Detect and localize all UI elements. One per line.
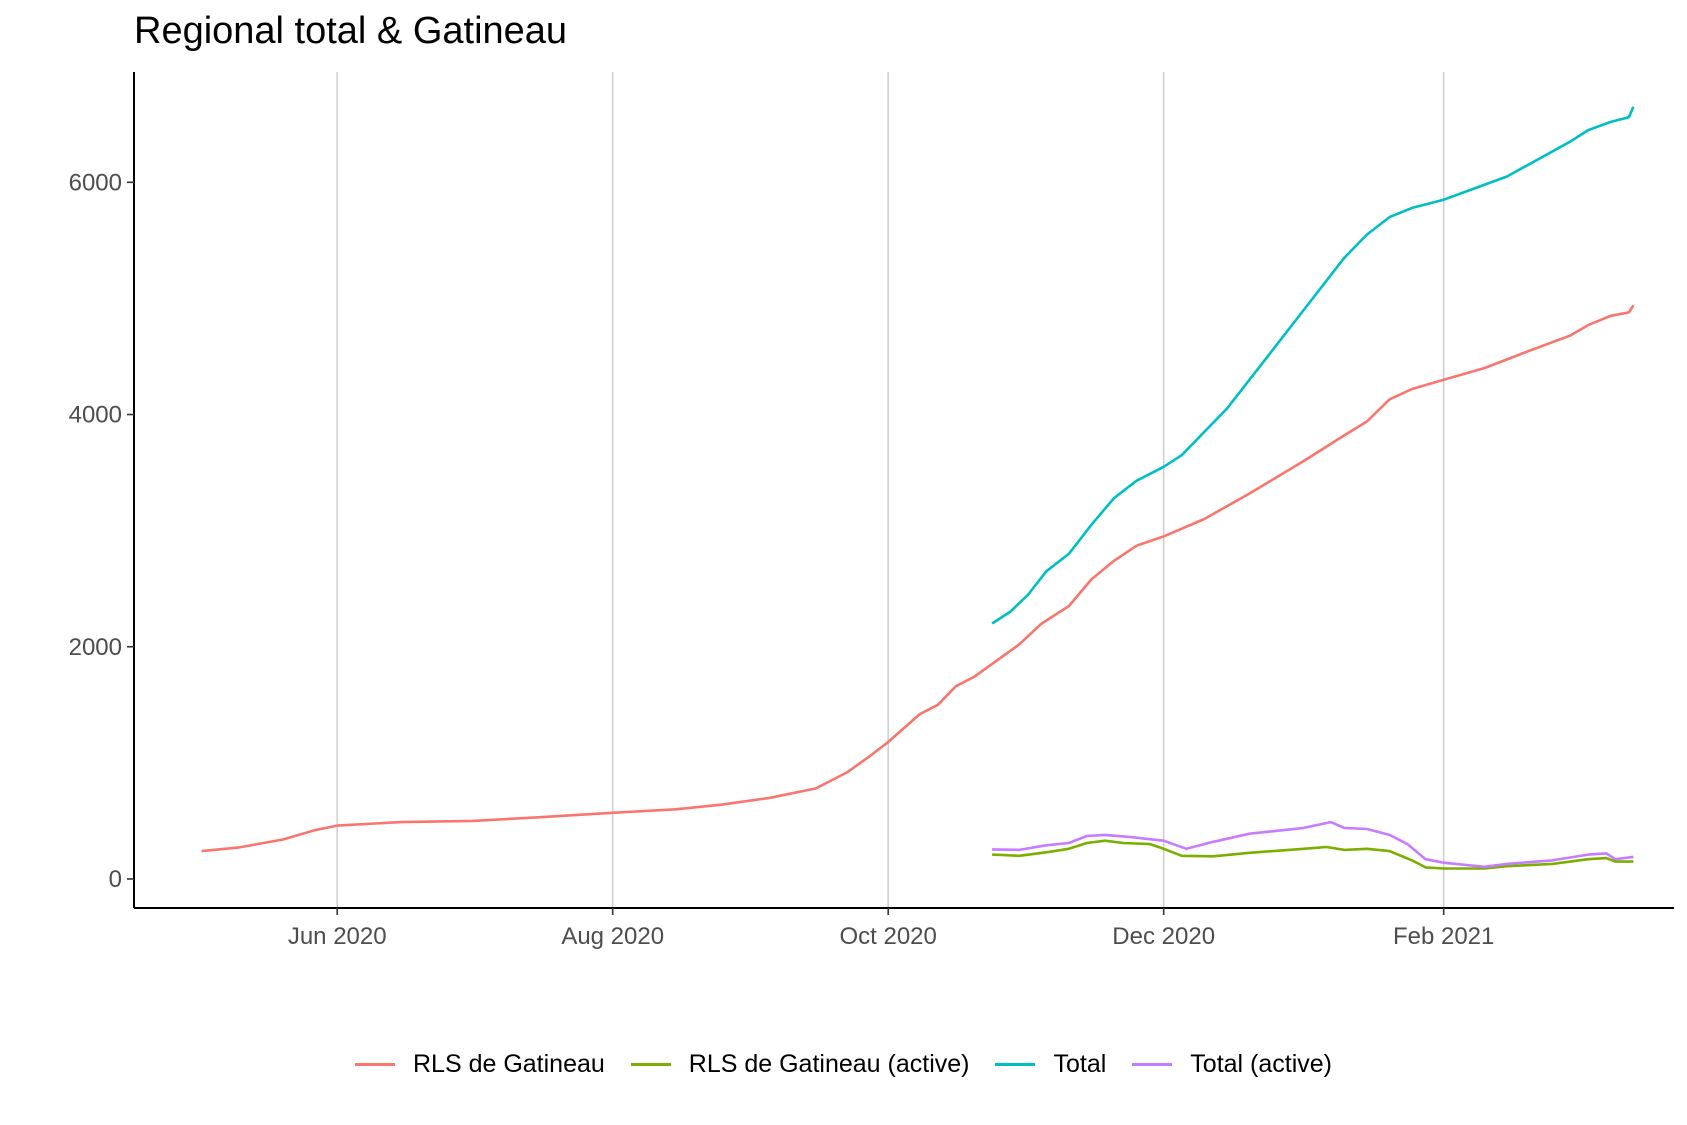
- legend-item: Total (active): [1132, 1050, 1332, 1079]
- legend-item: RLS de Gatineau (active): [630, 1050, 970, 1079]
- x-tick-label: Jun 2020: [288, 923, 387, 950]
- y-tick-label: 2000: [69, 634, 122, 661]
- series-line-1: [201, 304, 1635, 853]
- legend-key: [1132, 1063, 1173, 1066]
- legend-key: [995, 1063, 1036, 1066]
- y-tick-label: 4000: [69, 402, 122, 429]
- legend-key: [630, 1063, 671, 1066]
- series-line-3: [991, 106, 1635, 625]
- y-tick-label: 6000: [69, 169, 122, 196]
- chart-title: Regional total & Gatineau: [134, 10, 568, 52]
- legend-label: RLS de Gatineau: [412, 1050, 605, 1078]
- legend: RLS de Gatineau RLS de Gatineau (active) T…: [0, 1050, 1687, 1079]
- legend-key: [354, 1063, 395, 1066]
- x-tick-label: Dec 2020: [1112, 923, 1215, 950]
- x-tick-label: Aug 2020: [561, 923, 664, 950]
- x-tick-label: Feb 2021: [1393, 923, 1494, 950]
- legend-label: Total (active): [1190, 1050, 1333, 1078]
- legend-label: RLS de Gatineau (active): [688, 1050, 970, 1078]
- series-line-2: [992, 839, 1634, 870]
- y-tick-label: 0: [109, 866, 122, 893]
- legend-item: RLS de Gatineau: [354, 1050, 605, 1079]
- legend-item: Total: [995, 1050, 1106, 1079]
- series-line-4: [992, 820, 1634, 869]
- legend-label: Total: [1053, 1050, 1107, 1078]
- x-tick-label: Oct 2020: [839, 923, 936, 950]
